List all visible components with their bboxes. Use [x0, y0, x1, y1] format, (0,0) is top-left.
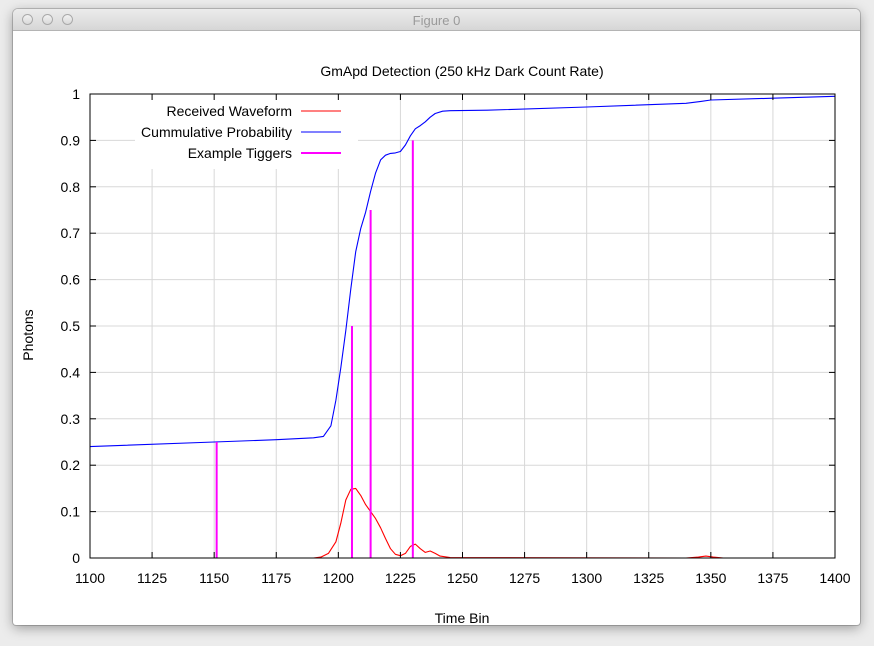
x-tick-label: 1325 — [633, 570, 664, 586]
legend-label: Received Waveform — [166, 103, 292, 119]
x-tick-label: 1225 — [385, 570, 416, 586]
y-tick-label: 0.7 — [61, 225, 81, 241]
x-tick-label: 1150 — [199, 570, 229, 586]
y-tick-label: 0.6 — [61, 272, 81, 288]
legend-label: Cummulative Probability — [141, 124, 292, 140]
minimize-icon[interactable] — [42, 14, 53, 25]
figure-window: Figure 0 1100 1125 1150 1175 1200 1225 1250 127… — [13, 9, 860, 625]
window-title: Figure 0 — [412, 13, 461, 28]
title-bar[interactable]: Figure 0 — [13, 9, 860, 31]
plot-area: 1100 1125 1150 1175 1200 1225 1250 1275 1300 1325… — [13, 31, 860, 625]
x-tick-label: 1350 — [695, 570, 726, 586]
y-tick-label: 0.3 — [61, 411, 81, 427]
y-tick-label: 0.8 — [61, 179, 81, 195]
x-tick-label: 1300 — [571, 570, 602, 586]
close-icon[interactable] — [22, 14, 33, 25]
legend: Received Waveform Cummulative Probability… — [141, 103, 341, 161]
x-tick-label: 1250 — [447, 570, 478, 586]
x-tick-label: 1400 — [819, 570, 850, 586]
y-tick-label: 0.5 — [61, 318, 81, 334]
x-tick-label: 1125 — [137, 570, 167, 586]
x-tick-label: 1175 — [261, 570, 291, 586]
zoom-icon[interactable] — [62, 14, 73, 25]
y-tick-label: 1 — [72, 86, 80, 102]
x-tick-label: 1200 — [323, 570, 354, 586]
y-tick-label: 0.4 — [61, 364, 81, 380]
y-tick-label: 0.2 — [61, 457, 81, 473]
y-tick-label: 0 — [72, 550, 80, 566]
grid-layer — [90, 94, 835, 558]
y-tick-label: 0.1 — [61, 504, 81, 520]
chart-title: GmApd Detection (250 kHz Dark Count Rate… — [320, 63, 603, 79]
x-tick-label: 1375 — [757, 570, 788, 586]
y-tick-label: 0.9 — [61, 132, 81, 148]
x-tick-label: 1100 — [75, 570, 105, 586]
cummulative-probability-line — [89, 95, 836, 448]
x-axis-label: Time Bin — [435, 610, 490, 625]
x-tick-label: 1275 — [509, 570, 540, 586]
legend-label: Example Tiggers — [188, 145, 292, 161]
tick-layer: 1100 1125 1150 1175 1200 1225 1250 1275 1300 1325… — [61, 86, 851, 586]
y-axis-label: Photons — [20, 309, 36, 360]
chart-svg: 1100 1125 1150 1175 1200 1225 1250 1275 1300 1325… — [20, 63, 851, 625]
